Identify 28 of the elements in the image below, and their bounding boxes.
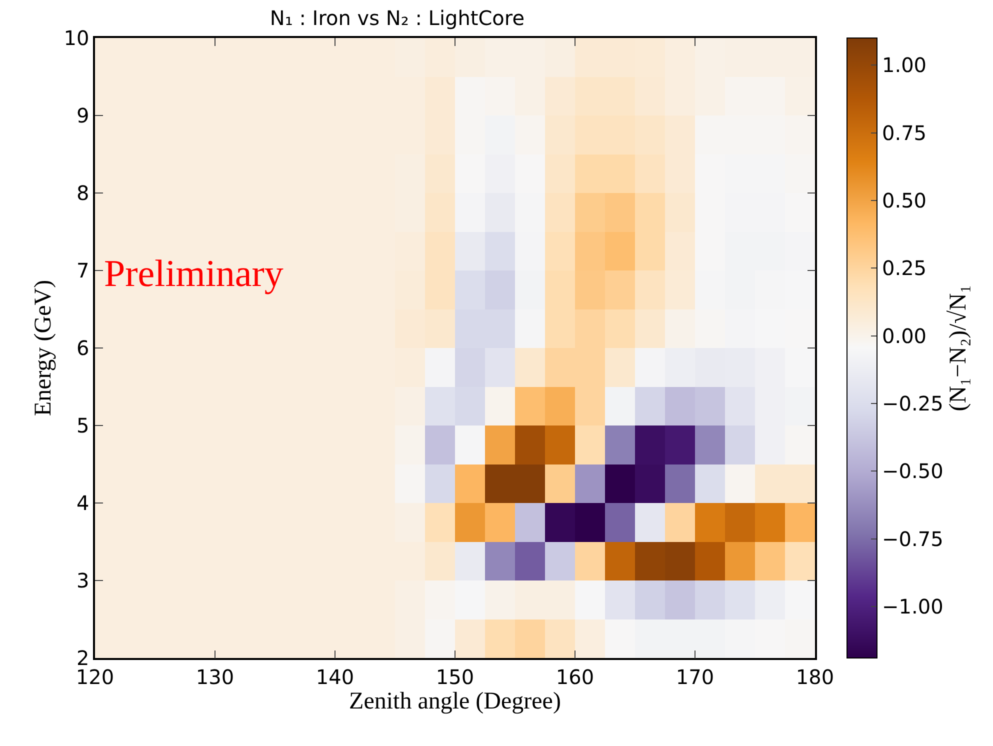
x-tick-label: 160: [556, 664, 594, 689]
color-bar-label: −0.50: [882, 459, 944, 484]
annotation: Preliminary: [104, 253, 284, 295]
y-tick-label: 5: [76, 414, 90, 438]
color-bar-label: 1.00: [882, 53, 927, 78]
x-tick-label: 140: [316, 664, 354, 689]
color-bar-title: (N₁−N₂)/√N₁: [945, 284, 972, 412]
x-tick-label: 150: [436, 664, 474, 689]
color-bar-label: 0.50: [882, 188, 927, 212]
color-bar-label: 0.75: [882, 120, 927, 145]
color-bar-label: −0.25: [882, 392, 944, 416]
x-axis-title: Zenith angle (Degree): [349, 688, 561, 715]
x-tick-label: 130: [196, 664, 234, 689]
chart-title: N₁ : Iron vs N₂ : LightCore: [270, 6, 525, 30]
color-bar-label: 0.25: [882, 256, 927, 280]
y-axis-title: Energy (GeV): [30, 280, 56, 416]
y-tick-label: 9: [76, 104, 90, 128]
y-tick-label: 3: [76, 568, 90, 592]
color-bar-label: −0.75: [882, 526, 944, 551]
y-tick-label: 10: [64, 26, 90, 50]
y-tick-label: 8: [76, 181, 90, 205]
color-bar-label: −1.00: [882, 594, 944, 619]
x-tick-label: 170: [676, 664, 714, 689]
x-tick-label: 180: [796, 664, 834, 689]
color-bar-label: 0.00: [882, 324, 927, 348]
y-tick-label: 6: [76, 336, 90, 360]
y-tick-label: 4: [76, 491, 90, 515]
y-tick-label: 7: [76, 258, 90, 282]
